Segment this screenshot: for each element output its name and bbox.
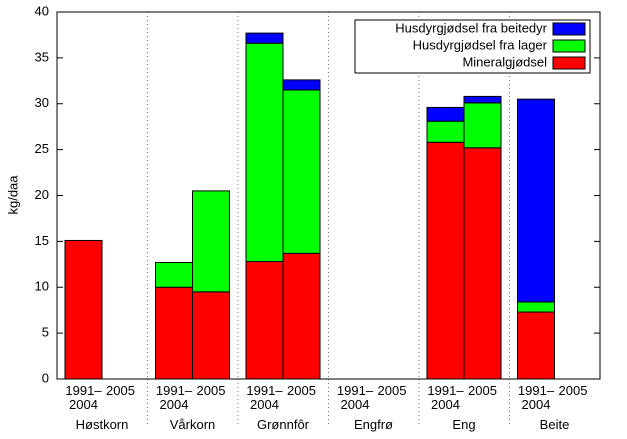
y-tick-label: 15	[35, 233, 49, 248]
y-tick-label: 20	[35, 187, 49, 202]
bar-segment	[245, 42, 284, 263]
x-tick-label: 2005	[377, 383, 407, 398]
bar-segment	[517, 98, 555, 303]
legend-swatch	[552, 56, 586, 70]
bar-segment	[517, 301, 555, 313]
group-label: Eng	[452, 417, 476, 432]
bar-segment	[517, 311, 555, 380]
legend-label: Husdyrgjødsel fra lager	[413, 37, 548, 52]
bar-segment	[282, 79, 321, 91]
legend-box	[354, 19, 591, 74]
bar-segment	[245, 32, 284, 44]
group-label: Høstkorn	[75, 417, 129, 432]
x-tick-label: 1991–2004	[336, 383, 374, 412]
bar-segment	[463, 147, 502, 380]
bar-segment	[155, 286, 193, 380]
bar-segment	[463, 102, 502, 149]
group-label: Vårkorn	[169, 417, 216, 432]
bar-segment	[426, 106, 465, 122]
y-tick-label: 40	[35, 3, 49, 18]
x-tick-label: 1991–2004	[246, 383, 283, 412]
group-label: Grønnfôr	[256, 417, 309, 432]
group-label: Engfrø	[353, 417, 393, 432]
bar-segment	[282, 89, 321, 254]
legend-label: Husdyrgjødsel fra beitedyr	[395, 20, 547, 35]
group-label: Beite	[539, 417, 570, 432]
legend-swatch	[552, 39, 586, 53]
y-tick-label: 5	[42, 325, 49, 340]
bar-segment	[64, 239, 103, 380]
y-axis-label: kg/daa	[5, 175, 20, 215]
y-tick-label: 30	[35, 95, 49, 110]
bar-segment	[426, 141, 465, 380]
x-tick-label: 1991–2004	[427, 383, 464, 412]
legend-swatch	[552, 22, 586, 36]
y-tick-label: 10	[35, 279, 49, 294]
x-tick-label: 1991–2004	[517, 383, 555, 412]
bar-segment	[282, 252, 321, 380]
bar-segment	[463, 95, 502, 104]
plot-frame	[56, 11, 601, 380]
x-tick-label: 1991–2004	[155, 383, 193, 412]
y-tick-label: 25	[35, 141, 49, 156]
y-tick-label: 35	[35, 49, 49, 64]
x-tick-label: 2005	[106, 383, 135, 398]
bar-segment	[245, 261, 284, 380]
bar-segment	[192, 291, 230, 380]
y-tick-label: 0	[42, 370, 49, 385]
bar-segment	[426, 120, 465, 143]
x-tick-label: 2005	[196, 383, 226, 398]
x-tick-label: 2005	[468, 383, 497, 398]
bar-segment	[155, 261, 193, 288]
x-tick-label: 2005	[558, 383, 588, 398]
bar-segment	[192, 190, 230, 293]
x-tick-label: 2005	[287, 383, 316, 398]
legend-label: Mineralgjødsel	[462, 54, 547, 69]
x-tick-label: 1991–2004	[65, 383, 102, 412]
